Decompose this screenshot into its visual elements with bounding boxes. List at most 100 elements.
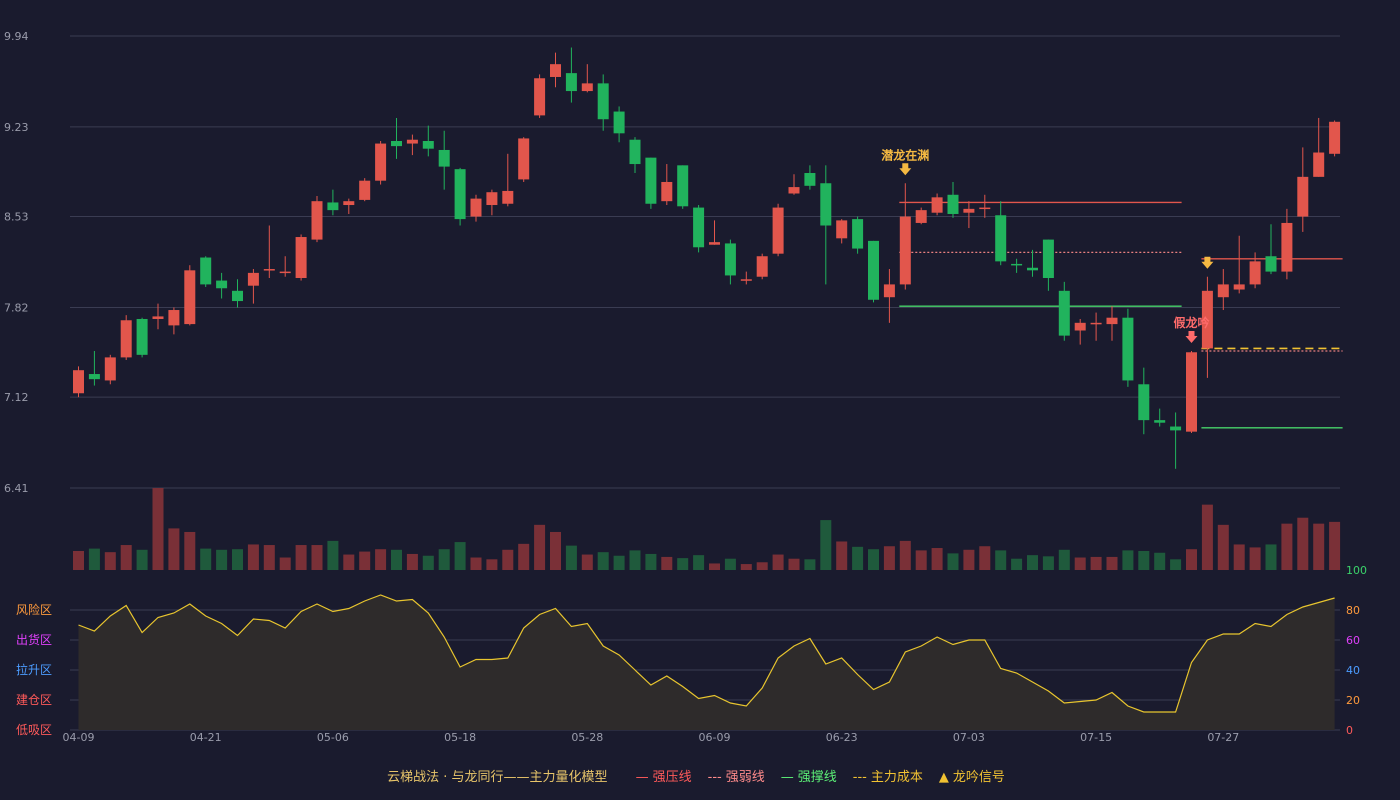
x-tick-label: 07-15 xyxy=(1080,731,1112,744)
candle-body xyxy=(120,320,132,358)
candle-body xyxy=(359,180,371,200)
candle-body xyxy=(534,78,546,116)
volume-bar xyxy=(1154,552,1166,570)
volume-bar xyxy=(422,555,434,570)
volume-bar xyxy=(359,551,371,570)
volume-bar xyxy=(295,545,307,570)
volume-bar xyxy=(1186,549,1197,570)
volume-bar xyxy=(1122,550,1134,570)
volume-bar xyxy=(168,528,180,570)
candle-body xyxy=(454,169,466,220)
volume-bar xyxy=(963,549,975,570)
x-tick-label: 07-27 xyxy=(1207,731,1239,744)
volume-bar xyxy=(550,531,561,570)
volume-bar xyxy=(200,548,212,570)
candle-body xyxy=(868,240,879,300)
candle-body xyxy=(550,64,561,77)
volume-bar xyxy=(88,548,100,570)
candle-body xyxy=(1042,239,1054,279)
volume-bar xyxy=(1233,544,1245,570)
candle-body xyxy=(724,243,736,276)
volume-bar xyxy=(804,559,816,570)
candle-body xyxy=(232,290,243,302)
candle-body xyxy=(247,272,259,286)
legend-label: 强撑线 xyxy=(797,770,837,785)
volume-bar xyxy=(852,546,864,570)
volume-bar xyxy=(1170,559,1182,570)
volume-bar xyxy=(565,545,577,570)
legend-item: — 强压线 xyxy=(636,770,692,785)
legend-label: 强压线 xyxy=(652,770,692,785)
volume-bar xyxy=(454,542,466,570)
candle-body xyxy=(1122,317,1134,381)
candle-body xyxy=(168,310,180,326)
volume-bar xyxy=(343,554,355,570)
price-tick-label: 9.23 xyxy=(4,121,29,134)
legend-label: 龙吟信号 xyxy=(952,770,1005,785)
chart-legend: 云梯战法 · 与龙同行——主力量化模型 — 强压线 --- 强弱线 — 强撑线 --- 主力成… xyxy=(0,766,1400,785)
legend-title: 云梯战法 · 与龙同行——主力量化模型 xyxy=(387,770,608,785)
x-tick-label: 07-03 xyxy=(953,731,985,744)
candle-body xyxy=(1217,284,1229,298)
volume-bar xyxy=(1058,549,1070,570)
candle-body xyxy=(263,269,275,271)
candle-body xyxy=(804,173,816,186)
candle-body xyxy=(995,215,1007,262)
candle-body xyxy=(756,256,768,277)
candle-body xyxy=(406,139,418,144)
legend-label: 主力成本 xyxy=(870,770,923,785)
candle-body xyxy=(216,280,228,289)
candle-body xyxy=(836,220,848,239)
signal-label: 潜龙在渊 xyxy=(881,147,929,162)
legend-symbol: ▲ xyxy=(938,770,949,785)
indicator-tick-label: 0 xyxy=(1346,724,1353,737)
volume-bar xyxy=(661,556,673,570)
indicator-tick-label: 60 xyxy=(1346,634,1360,647)
candle-body xyxy=(740,279,752,281)
volume-bar xyxy=(868,549,879,570)
candle-body xyxy=(613,111,625,134)
candle-body xyxy=(438,149,450,167)
volume-bar xyxy=(1281,523,1293,570)
legend-symbol: --- xyxy=(852,770,867,785)
volume-bar xyxy=(1042,556,1054,570)
volume-bar xyxy=(629,550,641,570)
volume-bar xyxy=(772,554,784,570)
candle-body xyxy=(947,194,959,214)
volume-bar xyxy=(375,549,387,570)
candle-body xyxy=(470,198,482,217)
volume-bar xyxy=(1090,556,1102,570)
volume-bar xyxy=(709,563,720,570)
volume-bar xyxy=(263,545,275,570)
volume-bar xyxy=(883,546,895,570)
x-tick-label: 05-06 xyxy=(317,731,349,744)
volume-bar xyxy=(406,553,418,570)
price-tick-label: 7.12 xyxy=(4,391,29,404)
x-tick-label: 04-09 xyxy=(63,731,95,744)
volume-bar xyxy=(995,550,1007,570)
candle-body xyxy=(1170,426,1182,431)
candle-body xyxy=(375,143,387,181)
candle-body xyxy=(820,183,832,226)
legend-item: --- 主力成本 xyxy=(853,770,923,785)
candle-body xyxy=(502,190,514,204)
candle-body xyxy=(931,197,943,213)
price-tick-label: 6.41 xyxy=(4,482,29,495)
candle-body xyxy=(1265,256,1277,272)
volume-bar xyxy=(581,554,593,570)
candle-body xyxy=(1106,317,1118,325)
candle-body xyxy=(279,271,291,274)
candle-body xyxy=(788,187,800,194)
volume-bar xyxy=(184,531,196,570)
candle-body xyxy=(104,357,116,381)
candle-body xyxy=(1027,267,1038,271)
candle-body xyxy=(709,242,720,245)
legend-item: --- 强弱线 xyxy=(708,770,765,785)
x-tick-label: 06-09 xyxy=(699,731,731,744)
candle-body xyxy=(200,257,212,285)
volume-bar xyxy=(1201,504,1213,570)
indicator-tick-label: 20 xyxy=(1346,694,1360,707)
zone-label: 拉升区 xyxy=(16,662,52,677)
candle-body xyxy=(565,73,577,92)
volume-bar xyxy=(979,546,991,570)
